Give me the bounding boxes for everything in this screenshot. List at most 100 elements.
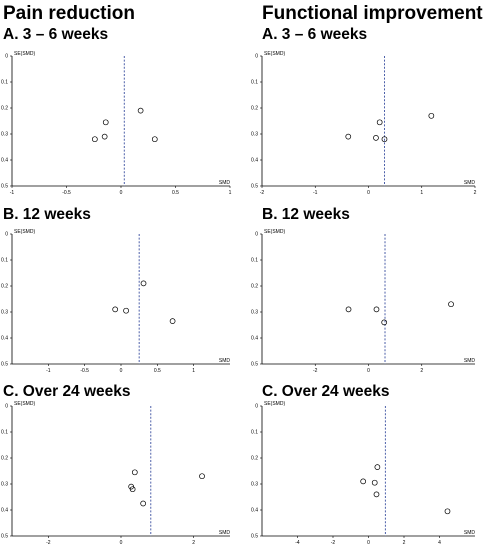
funnel-plot-pain-3-6-weeks: 00.10.20.30.40.5-1 -0.5 0 0.5 1SE(SMD)SMD [1, 51, 232, 196]
x-tick-label: 4 [438, 540, 441, 546]
study-point [381, 136, 388, 143]
panel-title-pain-b: B. 12 weeks [3, 206, 91, 223]
x-tick-label: 1 [192, 368, 195, 374]
x-tick-label: -0.5 [62, 190, 71, 196]
y-tick-label: 0.5 [251, 534, 258, 540]
x-axis-label: SMD [464, 358, 476, 364]
y-tick-label: 0 [5, 232, 8, 238]
y-tick-label: 0.4 [251, 508, 258, 514]
study-point [381, 319, 388, 326]
study-point [371, 479, 378, 486]
y-tick-label: 0.2 [1, 456, 8, 462]
y-tick-label: 0.3 [251, 310, 258, 316]
y-tick-label: 0.4 [251, 336, 258, 342]
y-tick-label: 0.2 [251, 106, 258, 112]
y-tick-label: 0.5 [251, 184, 258, 190]
y-axis-label: SE(SMD) [264, 229, 285, 235]
y-tick-label: 0.2 [251, 284, 258, 290]
x-axis-label: SMD [464, 180, 476, 186]
y-axis-label: SE(SMD) [14, 401, 35, 407]
x-tick-label: 1 [420, 190, 423, 196]
x-axis-label: SMD [464, 530, 476, 536]
y-tick-label: 0.2 [251, 456, 258, 462]
funnel-plot-pain-12-weeks: 0 0.1 0.2 0.3 0.4 0.5 -1 -0.5 0 0.5 1 SE(SMD) SMD [1, 229, 231, 374]
study-point [376, 119, 383, 126]
x-tick-label: 2 [474, 190, 477, 196]
y-axis-label: SE(SMD) [264, 51, 285, 57]
y-axis-label: SE(SMD) [264, 401, 285, 407]
x-tick-label: -2 [260, 190, 265, 196]
study-point [360, 478, 367, 485]
y-tick-label: 0.4 [1, 336, 8, 342]
x-tick-label: -0.5 [80, 368, 89, 374]
study-point [345, 133, 352, 140]
y-axis-label: SE(SMD) [14, 229, 35, 235]
study-point [101, 133, 108, 140]
x-tick-label: 0.5 [154, 368, 161, 374]
y-tick-label: 0.4 [1, 158, 8, 164]
x-tick-label: 0 [367, 368, 370, 374]
x-tick-label: 0 [367, 540, 370, 546]
y-tick-label: 0.1 [251, 430, 258, 436]
x-tick-label: -2 [46, 540, 51, 546]
x-tick-label: 0 [367, 190, 370, 196]
y-tick-label: 0.3 [1, 310, 8, 316]
x-tick-label: 2 [420, 368, 423, 374]
x-tick-label: -4 [295, 540, 300, 546]
x-axis-label: SMD [219, 180, 231, 186]
panel-title-func-c: C. Over 24 weeks [262, 383, 390, 400]
funnel-plot-functional-12-weeks: 0 0.1 0.2 0.3 0.4 0.5 -2 0 2 SE(SMD) SMD [251, 229, 476, 374]
study-point [151, 136, 158, 143]
y-tick-label: 0.1 [1, 80, 8, 86]
study-point [428, 112, 435, 119]
study-point [140, 500, 147, 507]
y-tick-label: 0 [5, 404, 8, 410]
study-point [91, 136, 98, 143]
y-tick-label: 0.1 [1, 430, 8, 436]
x-tick-label: 0 [120, 368, 123, 374]
y-tick-label: 0.3 [251, 482, 258, 488]
panel-title-func-a: A. 3 – 6 weeks [262, 26, 368, 43]
study-point [169, 318, 176, 324]
study-point [129, 486, 136, 493]
x-tick-label: -1 [10, 190, 15, 196]
study-point [140, 280, 147, 287]
x-tick-label: -2 [313, 368, 318, 374]
funnel-plot-pain-over-24-weeks: 0 0.1 0.2 0.3 0.4 0.5 -2 0 2 SE(SMD) SMD [1, 401, 231, 546]
x-axis-label: SMD [219, 358, 231, 364]
study-point [345, 306, 352, 313]
y-tick-label: 0.4 [1, 508, 8, 514]
y-tick-label: 0.4 [251, 158, 258, 164]
y-tick-label: 0.1 [1, 258, 8, 264]
y-tick-label: 0.2 [1, 106, 8, 112]
study-point [199, 473, 205, 480]
study-point [448, 301, 454, 308]
y-tick-label: 0.2 [1, 284, 8, 290]
x-axis-label: SMD [219, 530, 231, 536]
study-point [102, 119, 109, 126]
y-tick-label: 0.1 [251, 258, 258, 264]
panel-title-func-b: B. 12 weeks [262, 206, 350, 223]
functional-improvement-heading: Functional improvement [262, 3, 483, 24]
y-tick-label: 0 [5, 54, 8, 60]
x-tick-label: 1 [229, 190, 232, 196]
y-tick-label: 0.5 [251, 362, 258, 368]
x-tick-label: 2 [403, 540, 406, 546]
study-point [373, 491, 380, 498]
panel-title-pain-c: C. Over 24 weeks [3, 383, 131, 400]
x-tick-label: 0 [120, 190, 123, 196]
y-tick-label: 0 [255, 232, 258, 238]
panel-title-pain-a: A. 3 – 6 weeks [3, 26, 109, 43]
study-point [373, 135, 379, 141]
y-tick-label: 0.5 [1, 362, 8, 368]
x-tick-label: -2 [331, 540, 336, 546]
x-tick-label: 0.5 [172, 190, 179, 196]
pain-reduction-heading: Pain reduction [3, 3, 135, 24]
y-tick-label: 0.5 [1, 184, 8, 190]
x-tick-label: 0 [120, 540, 123, 546]
study-point [112, 306, 119, 313]
y-tick-label: 0 [255, 54, 258, 60]
funnel-plot-functional-over-24-weeks: 0 0.1 0.2 0.3 0.4 0.5 -4 -2 0 2 4 SE(SMD) SMD [251, 401, 476, 546]
study-point [444, 508, 451, 515]
study-point [373, 306, 380, 313]
